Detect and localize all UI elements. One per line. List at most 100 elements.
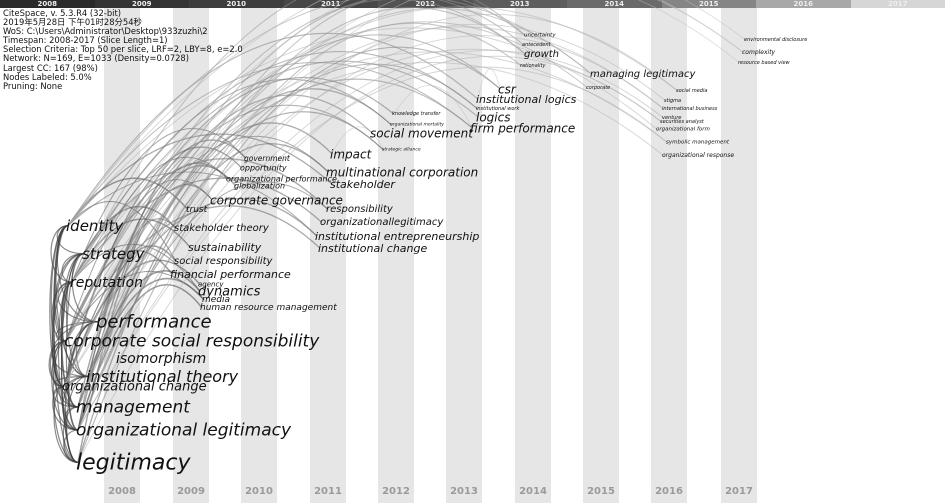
- keyword-government: government: [244, 154, 290, 163]
- keyword-csr: csr: [498, 82, 516, 97]
- link-arc: [71, 62, 665, 283]
- keyword-organizational-change: organizational change: [62, 379, 207, 395]
- time-slice-2013: 2013: [472, 0, 567, 8]
- link-arc: [71, 128, 247, 283]
- link-arc: [77, 66, 669, 431]
- link-arc: [65, 21, 589, 342]
- info-line-pruning: Pruning: None: [3, 80, 63, 91]
- axis-year-2014: 2014: [519, 486, 547, 497]
- keyword-antecedent: antecedent: [522, 42, 551, 48]
- link-arc: [55, 225, 89, 377]
- time-slice-2009: 2009: [94, 0, 189, 8]
- keyword-institutional-change: institutional change: [318, 242, 428, 256]
- keyword-corporate: corporate: [586, 85, 611, 91]
- link-arc: [77, 55, 663, 463]
- link-arc: [71, 6, 679, 283]
- keyword-organizational-response: organizational response: [662, 152, 735, 160]
- link-arc: [65, 77, 395, 342]
- keyword-opportunity: opportunity: [240, 163, 287, 173]
- keyword-corporate-governance: corporate governance: [210, 193, 343, 208]
- link-arc: [83, 51, 479, 255]
- info-line-largest-cc: Largest CC: 167 (98%): [3, 62, 98, 73]
- year-stripe-2016: [651, 8, 687, 503]
- axis-year-2012: 2012: [382, 486, 410, 497]
- time-slice-2014: 2014: [567, 0, 662, 8]
- link-arc: [63, 24, 667, 387]
- keyword-dynamics: dynamics: [198, 284, 261, 300]
- keyword-organizational-performance: organizational performance: [226, 174, 337, 184]
- link-arc: [56, 225, 99, 323]
- axis-year-2011: 2011: [314, 486, 342, 497]
- link-arc: [71, 253, 99, 323]
- info-line-wos-path: WoS: C:\Users\Administrator\Desktop\933z…: [3, 26, 208, 37]
- keyword-stakeholder-theory: stakeholder theory: [174, 223, 269, 234]
- link-arc: [63, 48, 663, 387]
- keyword-management: management: [76, 397, 190, 418]
- time-slice-2008: 2008: [0, 0, 95, 8]
- keyword-financial-performance: financial performance: [170, 268, 291, 282]
- year-stripe-2017: [721, 8, 757, 503]
- link-arc: [54, 225, 69, 342]
- keyword-performance: performance: [96, 311, 212, 333]
- keyword-social-responsibility: social responsibility: [174, 256, 273, 267]
- link-arc: [65, 253, 85, 431]
- link-arc: [77, 111, 385, 408]
- link-arc: [77, 35, 665, 408]
- keyword-sustainability: sustainability: [188, 241, 262, 255]
- keyword-social-movement: social movement: [370, 126, 473, 141]
- keyword-isomorphism: isomorphism: [116, 350, 207, 367]
- year-stripe-2012: [378, 8, 414, 503]
- link-arc: [97, 245, 177, 322]
- keyword-international-business: international business: [662, 106, 718, 112]
- link-arc: [477, 68, 501, 100]
- link-arc: [65, 0, 527, 342]
- link-arc: [56, 225, 85, 255]
- link-arc: [393, 85, 473, 128]
- time-slice-2010: 2010: [189, 0, 284, 8]
- keyword-corporate-social-responsibility: corporate social responsibility: [64, 331, 320, 352]
- keyword-responsibility: responsibility: [326, 204, 393, 215]
- keyword-impact: impact: [330, 147, 372, 162]
- keyword-agency: agency: [198, 280, 224, 289]
- link-arc: [87, 0, 527, 377]
- keyword-institutional-entrepreneurship: institutional entrepreneurship: [315, 230, 480, 244]
- info-line-nodes-labeled: Nodes Labeled: 5.0%: [3, 71, 92, 82]
- link-arc: [71, 0, 747, 283]
- link-arc: [53, 385, 79, 408]
- link-arc: [51, 340, 89, 377]
- keyword-institutional-logics: institutional logics: [476, 93, 577, 107]
- axis-year-2010: 2010: [245, 486, 273, 497]
- keyword-globalization: globalization: [234, 181, 286, 191]
- link-arc: [67, 0, 593, 227]
- time-slice-2016: 2016: [756, 0, 851, 8]
- keyword-environmental-disclosure: environmental disclosure: [744, 37, 808, 43]
- link-arc: [87, 14, 679, 377]
- keyword-venture: venture: [662, 115, 682, 121]
- axis-year-2013: 2013: [450, 486, 478, 497]
- keyword-symbolic-management: symbolic management: [666, 139, 730, 146]
- link-arc: [63, 94, 373, 387]
- keyword-rationality: rationality: [520, 63, 546, 69]
- link-arc: [48, 321, 99, 388]
- time-slice-2011: 2011: [283, 0, 378, 8]
- link-arc: [77, 183, 213, 463]
- keyword-institutional-work: institutional work: [476, 106, 520, 112]
- keyword-legitimacy: legitimacy: [76, 450, 191, 476]
- link-arc: [97, 0, 745, 322]
- link-arc: [67, 0, 745, 227]
- link-arc: [71, 78, 393, 283]
- link-arc: [65, 0, 741, 342]
- link-arc: [331, 126, 385, 154]
- keyword-securities-analyst: securities analyst: [660, 119, 704, 125]
- keyword-resource-based-view: resource based view: [738, 60, 790, 66]
- info-line-date: 2019年5月28日 下午01时28分54秒: [3, 17, 142, 28]
- link-arc: [65, 26, 665, 342]
- time-slice-2012: 2012: [378, 0, 473, 8]
- year-stripe-2014: [515, 8, 551, 503]
- axis-year-2009: 2009: [177, 486, 205, 497]
- keyword-organizational-legitimacy: organizational legitimacy: [76, 420, 292, 441]
- keyword-stakeholder: stakeholder: [330, 178, 395, 192]
- axis-year-2017: 2017: [725, 486, 753, 497]
- keyword-growth: growth: [524, 49, 560, 60]
- keyword-stigma: stigma: [664, 98, 682, 104]
